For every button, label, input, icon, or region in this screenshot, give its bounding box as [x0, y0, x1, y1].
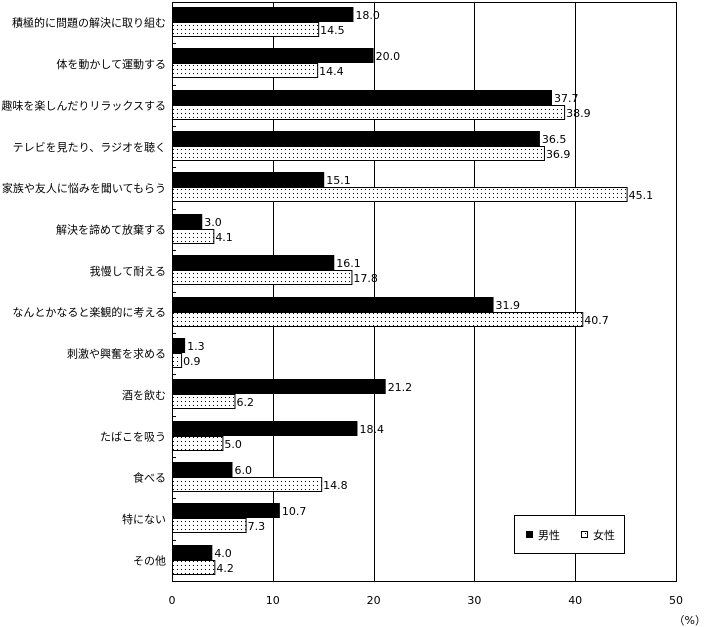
data-label-female: 36.9: [546, 148, 571, 161]
bar-female: [172, 394, 236, 409]
category-label: 我慢して耐える: [90, 265, 166, 278]
category-label: 食べる: [133, 471, 166, 485]
category-label: 酒を飲む: [122, 388, 166, 402]
data-label-female: 4.1: [215, 231, 233, 244]
bar-male: [172, 214, 203, 229]
data-label-female: 45.1: [629, 189, 654, 202]
bar-female: [172, 518, 247, 533]
bar-female: [172, 477, 323, 492]
bar-female: [172, 187, 628, 202]
x-tick-label: 50: [669, 594, 683, 607]
data-label-male: 6.0: [234, 464, 252, 477]
bar-female: [172, 105, 566, 120]
data-label-female: 17.8: [353, 272, 378, 285]
legend-swatch-male: [526, 531, 533, 538]
bar-female: [172, 353, 183, 368]
bar-male: [172, 255, 335, 270]
plot-frame: [172, 2, 677, 582]
x-tick-label: 10: [266, 594, 280, 607]
bar-male: [172, 172, 325, 187]
legend-label-female: 女性: [593, 528, 615, 542]
legend-swatch-female: [581, 531, 588, 538]
data-label-male: 10.7: [282, 505, 307, 518]
data-label-male: 3.0: [204, 216, 222, 229]
bar-male: [172, 338, 186, 353]
bar-male: [172, 545, 213, 560]
data-label-female: 4.2: [216, 562, 234, 575]
x-tick-label: 40: [568, 594, 582, 607]
legend: 男性 女性: [514, 515, 625, 554]
category-label: 解決を諦めて放棄する: [56, 222, 166, 236]
category-label: その他: [133, 554, 166, 567]
bar-female: [172, 63, 319, 78]
legend-label-male: 男性: [538, 528, 560, 542]
bar-male: [172, 48, 374, 63]
data-label-female: 40.7: [584, 314, 609, 327]
category-label: 特にない: [122, 512, 166, 526]
bars: 18.0 14.5 20.0 14.4 37.7 38.9 36.5 36.9 15.1 45.1…: [172, 7, 653, 575]
data-label-male: 4.0: [214, 547, 232, 560]
data-label-male: 20.0: [376, 50, 401, 63]
x-axis-label: （%）: [674, 614, 706, 627]
category-label: テレビを見たり、ラジオを聴く: [13, 141, 166, 154]
bar-male: [172, 297, 494, 312]
data-label-female: 14.5: [320, 24, 345, 37]
category-label: なんとかなると楽観的に考える: [12, 305, 166, 319]
bar-female: [172, 229, 215, 244]
bar-female: [172, 270, 353, 285]
category-label: 刺激や興奮を求める: [67, 347, 166, 361]
category-label: 趣味を楽しんだりリラックスする: [1, 98, 166, 112]
bar-male: [172, 379, 386, 394]
data-label-male: 37.7: [554, 92, 579, 105]
data-label-male: 21.2: [388, 381, 413, 394]
bar-male: [172, 421, 358, 436]
bar-female: [172, 560, 216, 575]
data-label-male: 18.0: [355, 9, 380, 22]
bar-male: [172, 503, 280, 518]
gridlines: [172, 2, 576, 581]
data-label-female: 0.9: [183, 355, 201, 368]
bar-male: [172, 7, 354, 22]
category-label: 体を動かして運動する: [56, 57, 166, 71]
x-tick-label: 30: [467, 594, 481, 607]
bar-male: [172, 131, 540, 146]
bar-female: [172, 146, 545, 161]
data-label-female: 5.0: [224, 438, 242, 451]
category-label: 家族や友人に悩みを聞いてもらう: [2, 181, 166, 195]
data-label-female: 14.8: [323, 479, 348, 492]
data-label-female: 14.4: [319, 65, 344, 78]
x-tick-label: 0: [169, 594, 176, 607]
data-label-female: 7.3: [248, 520, 265, 533]
data-label-female: 6.2: [236, 396, 254, 409]
x-tick-labels: 0 10 20 30 40 50: [169, 594, 684, 607]
bar-female: [172, 22, 320, 37]
category-label: 積極的に問題の解決に取り組む: [12, 16, 166, 30]
data-label-male: 36.5: [542, 133, 567, 146]
x-tick-label: 20: [367, 594, 381, 607]
bar-male: [172, 90, 553, 105]
data-label-male: 1.3: [187, 340, 205, 353]
data-label-male: 31.9: [496, 299, 521, 312]
bar-female: [172, 312, 584, 327]
category-label: たばこを吸う: [100, 430, 166, 443]
bar-female: [172, 436, 224, 451]
data-label-male: 16.1: [336, 257, 361, 270]
data-label-female: 38.9: [566, 107, 591, 120]
data-label-male: 18.4: [359, 423, 384, 436]
category-labels: 積極的に問題の解決に取り組む体を動かして運動する趣味を楽しんだりリラックスするテ…: [1, 16, 166, 568]
data-label-male: 15.1: [326, 174, 351, 187]
bar-male: [172, 462, 233, 477]
